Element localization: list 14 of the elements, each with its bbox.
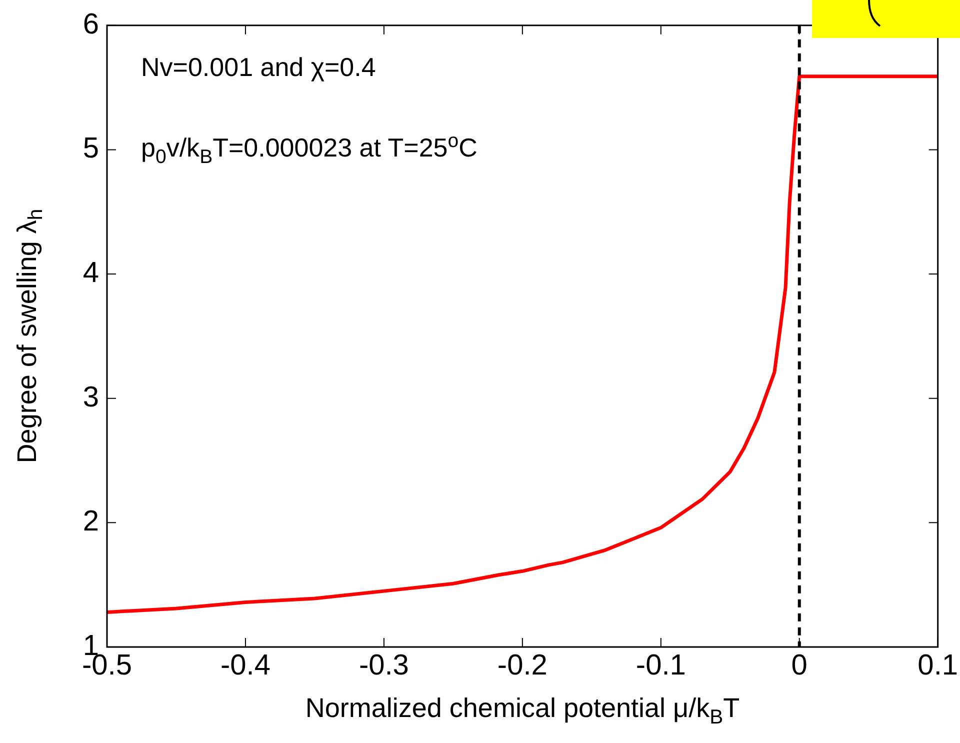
annotation: p$_{0}$v/k$_{B}$T=0.000023 at T=25$^{o}$C	[141, 130, 478, 169]
y-tick-label: 2	[82, 506, 99, 538]
x-tick-label: -0.4	[220, 649, 270, 682]
y-tick-label: 4	[82, 257, 99, 290]
y-tick-label: 5	[82, 132, 99, 165]
x-axis-title: Normalized chemical potential μ/k$_{B}$T	[305, 693, 740, 730]
x-tick-label: -0.2	[497, 649, 548, 682]
annotation: Nv=0.001 and χ=0.4	[141, 52, 376, 83]
x-tick-label: -0.3	[358, 649, 409, 682]
x-tick-label: 0.1	[918, 649, 958, 682]
x-tick-label: 0	[791, 649, 808, 682]
y-tick-label: 6	[82, 8, 99, 40]
y-tick-label: 3	[82, 381, 99, 414]
x-tick-label: -0.1	[636, 649, 686, 682]
